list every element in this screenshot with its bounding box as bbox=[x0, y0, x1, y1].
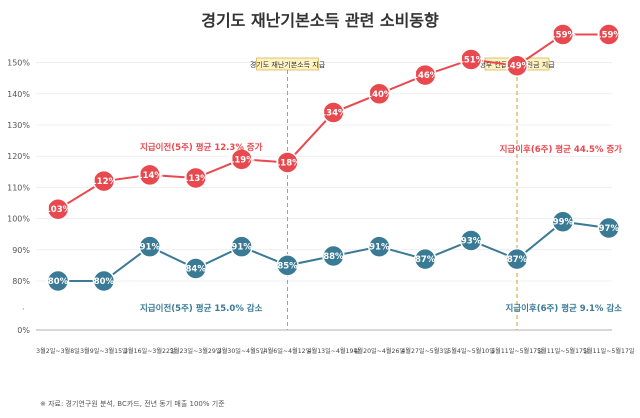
data-label: 118% bbox=[274, 158, 301, 168]
data-label: 87% bbox=[415, 255, 436, 265]
event-label: 경기도 재난기본소득 지급 bbox=[250, 60, 326, 69]
annotations: 지급이전(5주) 평균 12.3% 증가 지급이후(6주) 평균 44.5% 증가… bbox=[140, 142, 622, 314]
data-label: 140% bbox=[366, 90, 393, 100]
data-point bbox=[413, 63, 437, 87]
data-point bbox=[505, 54, 529, 77]
data-label: 113% bbox=[183, 174, 210, 184]
data-point bbox=[184, 257, 207, 280]
data-label: 93% bbox=[461, 236, 482, 246]
data-label: 87% bbox=[507, 255, 528, 265]
data-label: 134% bbox=[320, 109, 347, 119]
data-point bbox=[413, 247, 437, 271]
y-tick-label: 80% bbox=[12, 277, 30, 286]
data-point bbox=[92, 269, 116, 293]
x-axis: 3월2일~3월8일 3월9일~3월15일3월16일~3월22일3월23일~3월29… bbox=[36, 329, 635, 355]
data-label: 84% bbox=[186, 265, 207, 275]
data-point bbox=[276, 254, 299, 277]
data-point bbox=[368, 235, 391, 258]
data-point bbox=[138, 235, 162, 258]
data-label: 91% bbox=[231, 243, 252, 253]
y-tick-label: 150% bbox=[7, 59, 30, 68]
data-point bbox=[368, 82, 391, 106]
x-tick-label: 3월2일~3월8일 bbox=[36, 347, 80, 355]
y-tick-label: 120% bbox=[7, 152, 30, 161]
y-axis: 0% 80% 90% 100% 110% 120% 130% 140% 150% · bbox=[7, 59, 30, 335]
data-label: 99% bbox=[553, 218, 574, 228]
x-tick-label: 4월13일~4월19일 bbox=[308, 347, 360, 355]
data-point bbox=[184, 166, 207, 190]
annotation: 지급이전(5주) 평균 12.3% 증가 bbox=[140, 142, 263, 153]
annotation: 지급이후(6주) 평균 44.5% 증가 bbox=[500, 144, 623, 155]
data-point bbox=[46, 197, 70, 221]
chart-title: 경기도 재난기본소득 관련 소비동향 bbox=[201, 11, 439, 30]
data-label: 159% bbox=[550, 31, 577, 41]
data-point bbox=[322, 101, 345, 124]
data-point bbox=[322, 244, 345, 268]
data-point bbox=[276, 151, 299, 174]
data-point bbox=[138, 163, 162, 187]
data-label: 80% bbox=[48, 277, 69, 287]
data-label: 151% bbox=[458, 55, 485, 65]
data-label: 91% bbox=[369, 243, 390, 253]
data-label: 85% bbox=[277, 261, 298, 271]
data-point bbox=[505, 247, 529, 271]
x-tick-label: 5월11일~5월17일 bbox=[537, 347, 589, 355]
event-label-box bbox=[256, 57, 319, 71]
x-tick-label: 3월30일~4월5일 bbox=[218, 347, 266, 355]
x-tick-label: 3월23일~3월29일 bbox=[170, 347, 222, 355]
data-label: 146% bbox=[412, 71, 439, 81]
data-point bbox=[230, 148, 253, 171]
data-point bbox=[459, 48, 483, 71]
annotation: 지급이전(5주) 평균 15.0% 감소 bbox=[140, 303, 263, 314]
data-label: 91% bbox=[140, 243, 161, 253]
data-label: 88% bbox=[323, 252, 344, 262]
source-note: ※ 자료: 경기연구원 분석, BC카드, 전년 동기 매출 100% 기준 bbox=[40, 399, 225, 408]
data-point bbox=[46, 269, 70, 293]
data-label: 119% bbox=[228, 155, 255, 165]
y-tick-label: 110% bbox=[7, 183, 30, 192]
data-point bbox=[551, 23, 575, 46]
x-tick-label: 5월4일~5월10일 bbox=[447, 347, 495, 355]
y-tick-label: 0% bbox=[17, 326, 30, 335]
y-tick-label: 100% bbox=[7, 215, 30, 224]
data-label: 114% bbox=[137, 171, 164, 181]
x-tick-label: 5월11일~5월17일 bbox=[583, 347, 635, 355]
x-tick-label: 5월11일~5월17일 bbox=[491, 347, 543, 355]
data-point bbox=[92, 169, 116, 193]
data-label: 103% bbox=[45, 205, 72, 215]
y-axis-break: · bbox=[22, 305, 25, 314]
data-point bbox=[597, 23, 621, 46]
x-tick-label: 3월9일~3월15일 bbox=[80, 347, 128, 355]
data-label: 97% bbox=[599, 224, 620, 234]
y-tick-label: 90% bbox=[12, 246, 30, 255]
annotation: 지급이후(6주) 평균 9.1% 감소 bbox=[505, 303, 622, 314]
x-tick-label: 4월27일~5월3일 bbox=[401, 347, 449, 355]
x-tick-label: 4월20일~4월26일 bbox=[354, 347, 406, 355]
data-point bbox=[597, 216, 621, 240]
data-point bbox=[459, 229, 483, 252]
data-point bbox=[230, 235, 253, 258]
data-point bbox=[551, 210, 575, 233]
data-label: 159% bbox=[596, 31, 623, 41]
data-label: 149% bbox=[504, 62, 531, 72]
x-tick-label: 4월6일~4월12일 bbox=[264, 347, 312, 355]
y-tick-label: 130% bbox=[7, 121, 30, 130]
y-tick-label: 140% bbox=[7, 90, 30, 99]
series-points: 103% 112% 114% 113% 119% 118% 134% 140% 146% 151%… bbox=[45, 23, 623, 293]
x-tick-label: 3월16일~3월22일 bbox=[124, 347, 176, 355]
data-label: 80% bbox=[94, 277, 115, 287]
grid-lines bbox=[36, 62, 612, 282]
data-label: 112% bbox=[91, 177, 118, 187]
